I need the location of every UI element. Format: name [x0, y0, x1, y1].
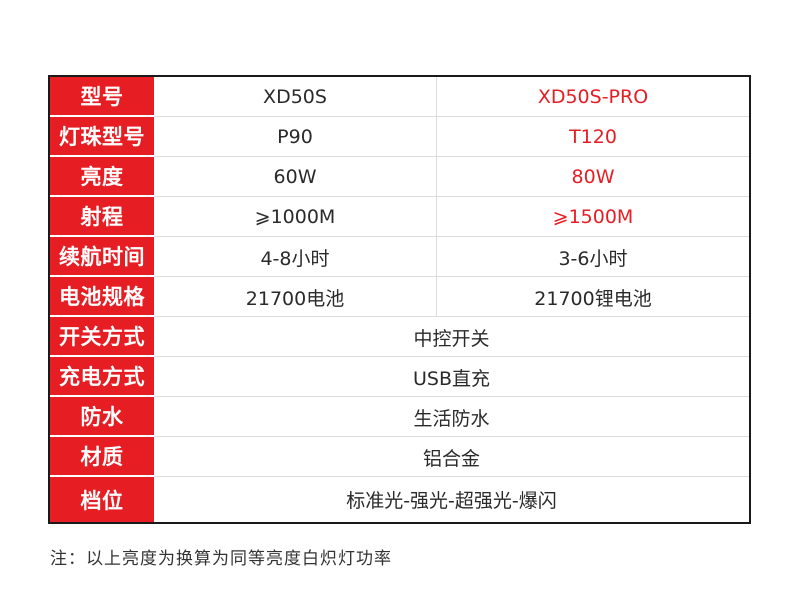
- table-row-waterproof: 防水 生活防水: [50, 397, 749, 437]
- row-label: 续航时间: [50, 237, 154, 277]
- pro-value: T120: [569, 126, 617, 148]
- pro-value: 21700锂电池: [534, 287, 652, 310]
- std-value: P90: [154, 117, 437, 157]
- table-row-charging: 充电方式 USB直充: [50, 357, 749, 397]
- std-value: 21700电池: [154, 277, 437, 317]
- table-row-modes: 档位 标准光-强光-超强光-爆闪: [50, 477, 749, 522]
- shared-value: USB直充: [412, 367, 490, 390]
- row-label: 射程: [50, 197, 154, 237]
- spec-table: 型号 XD50S XD50S-PRO 灯珠型号 P90 T120 亮度 60W …: [48, 75, 751, 524]
- std-value: 4-8小时: [154, 237, 437, 277]
- row-label: 亮度: [50, 157, 154, 197]
- pro-value: 3-6小时: [558, 247, 628, 270]
- row-label: 档位: [50, 477, 154, 522]
- row-label: 材质: [50, 437, 154, 477]
- table-row-range: 射程 ⩾1000M ⩾1500M: [50, 197, 749, 237]
- std-value: ⩾1000M: [154, 197, 437, 237]
- pro-value: XD50S-PRO: [537, 86, 649, 108]
- std-value: XD50S: [154, 77, 437, 117]
- table-row-battery: 电池规格 21700电池 21700锂电池: [50, 277, 749, 317]
- shared-value: 中控开关: [413, 327, 490, 350]
- row-label: 灯珠型号: [50, 117, 154, 157]
- table-row-runtime: 续航时间 4-8小时 3-6小时: [50, 237, 749, 277]
- pro-value: 80W: [571, 166, 615, 188]
- table-row-brightness: 亮度 60W 80W: [50, 157, 749, 197]
- table-row-material: 材质 铝合金: [50, 437, 749, 477]
- row-label: 开关方式: [50, 317, 154, 357]
- row-label: 防水: [50, 397, 154, 437]
- table-row-switch: 开关方式 中控开关: [50, 317, 749, 357]
- row-label: 充电方式: [50, 357, 154, 397]
- std-value: 60W: [154, 157, 437, 197]
- table-row-led: 灯珠型号 P90 T120: [50, 117, 749, 157]
- row-label: 电池规格: [50, 277, 154, 317]
- footnote: 注：以上亮度为换算为同等亮度白炽灯功率: [50, 549, 392, 569]
- shared-value: 标准光-强光-超强光-爆闪: [346, 490, 557, 512]
- table-row-model: 型号 XD50S XD50S-PRO: [50, 77, 749, 117]
- pro-value: ⩾1500M: [552, 206, 634, 228]
- row-label: 型号: [50, 77, 154, 117]
- shared-value: 生活防水: [413, 407, 490, 430]
- shared-value: 铝合金: [422, 447, 480, 470]
